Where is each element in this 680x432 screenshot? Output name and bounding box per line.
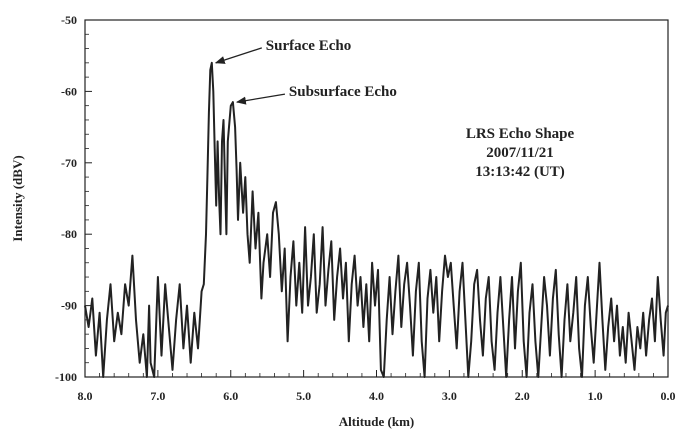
x-tick-label: 7.0: [150, 389, 165, 403]
annotation-label: Subsurface Echo: [289, 84, 397, 100]
x-tick-label: 4.0: [369, 389, 384, 403]
x-tick-label: 5.0: [296, 389, 311, 403]
plot-frame: [84, 19, 669, 378]
info-line: 2007/11/21: [486, 145, 554, 161]
series-layer: [84, 61, 669, 378]
x-tick-label: 2.0: [515, 389, 530, 403]
x-tick-label: 6.0: [223, 389, 238, 403]
y-tick-label: -50: [61, 13, 77, 27]
x-axis: 8.0 7.0 6.0 5.0 4.0 3.0 2.0 1.0 0.0: [78, 370, 676, 403]
x-tick-label: 8.0: [78, 389, 93, 403]
y-tick-label: -80: [61, 227, 77, 241]
y-tick-label: -90: [61, 299, 77, 313]
annotation-arrow: [235, 93, 286, 105]
annotation-arrow: [214, 47, 263, 64]
x-axis-title: Altitude (km): [339, 414, 414, 429]
y-tick-label: -70: [61, 156, 77, 170]
echo-series-line: [84, 61, 669, 378]
y-tick-label: -60: [61, 84, 77, 98]
y-axis: -50 -60 -70 -80 -90 -100: [55, 13, 92, 384]
annotations: Surface Echo Subsurface Echo: [214, 38, 397, 105]
info-block: LRS Echo Shape 2007/11/21 13:13:42 (UT): [466, 126, 575, 180]
x-tick-label: 3.0: [442, 389, 457, 403]
info-line: LRS Echo Shape: [466, 126, 575, 142]
y-axis-title: Intensity (dBV): [10, 155, 25, 241]
x-tick-label: 0.0: [661, 389, 676, 403]
annotation-label: Surface Echo: [266, 38, 351, 54]
x-tick-label: 1.0: [588, 389, 603, 403]
y-tick-label: -100: [55, 370, 77, 384]
info-line: 13:13:42 (UT): [475, 164, 565, 180]
